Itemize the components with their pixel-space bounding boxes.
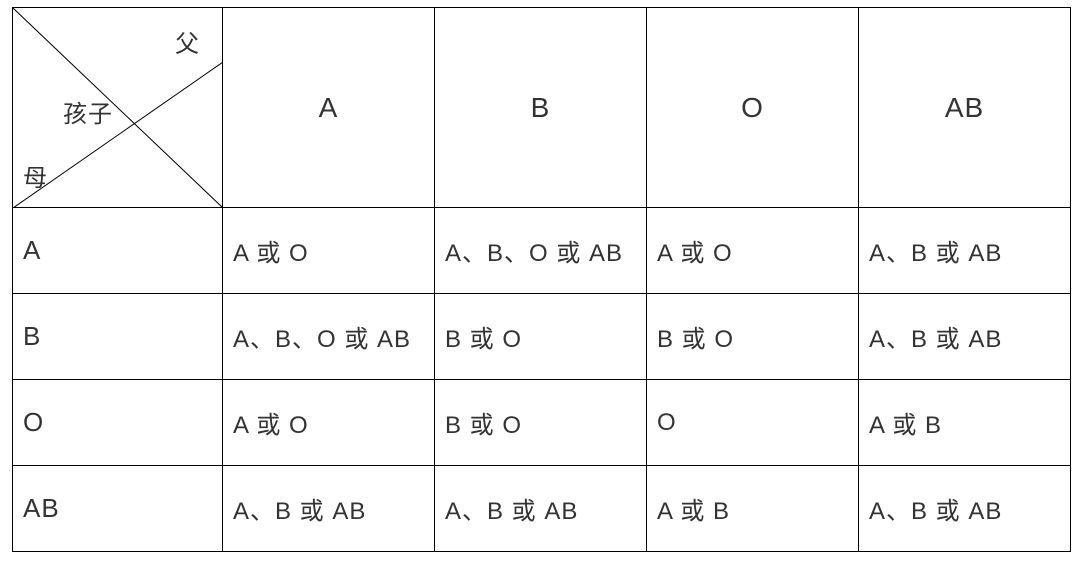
cell-2-1: B 或 O — [435, 380, 647, 466]
cell-3-0: A、B 或 AB — [223, 466, 435, 552]
row-head-1: B — [13, 294, 223, 380]
col-head-3: AB — [859, 8, 1071, 208]
cell-0-0: A 或 O — [223, 208, 435, 294]
corner-cell: 父 孩子 母 — [13, 8, 223, 208]
row-head-2: O — [13, 380, 223, 466]
cell-1-3: A、B 或 AB — [859, 294, 1071, 380]
cell-3-2: A 或 B — [647, 466, 859, 552]
col-head-1: B — [435, 8, 647, 208]
row-head-0: A — [13, 208, 223, 294]
table-row: AB A、B 或 AB A、B 或 AB A 或 B A、B 或 AB — [13, 466, 1071, 552]
cell-0-1: A、B、O 或 AB — [435, 208, 647, 294]
cell-1-1: B 或 O — [435, 294, 647, 380]
cell-1-2: B 或 O — [647, 294, 859, 380]
cell-2-0: A 或 O — [223, 380, 435, 466]
blood-type-table: 父 孩子 母 A B O AB A A 或 O A、B、O 或 AB A 或 O… — [12, 7, 1071, 552]
corner-label-father: 父 — [175, 24, 200, 59]
header-row: 父 孩子 母 A B O AB — [13, 8, 1071, 208]
corner-label-child: 孩子 — [63, 94, 113, 129]
table-row: O A 或 O B 或 O O A 或 B — [13, 380, 1071, 466]
table-row: B A、B、O 或 AB B 或 O B 或 O A、B 或 AB — [13, 294, 1071, 380]
cell-0-2: A 或 O — [647, 208, 859, 294]
cell-1-0: A、B、O 或 AB — [223, 294, 435, 380]
cell-3-3: A、B 或 AB — [859, 466, 1071, 552]
corner-label-mother: 母 — [23, 158, 48, 193]
row-head-3: AB — [13, 466, 223, 552]
col-head-2: O — [647, 8, 859, 208]
cell-2-2: O — [647, 380, 859, 466]
cell-2-3: A 或 B — [859, 380, 1071, 466]
page-container: 父 孩子 母 A B O AB A A 或 O A、B、O 或 AB A 或 O… — [0, 0, 1080, 559]
cell-3-1: A、B 或 AB — [435, 466, 647, 552]
col-head-0: A — [223, 8, 435, 208]
cell-0-3: A、B 或 AB — [859, 208, 1071, 294]
table-row: A A 或 O A、B、O 或 AB A 或 O A、B 或 AB — [13, 208, 1071, 294]
